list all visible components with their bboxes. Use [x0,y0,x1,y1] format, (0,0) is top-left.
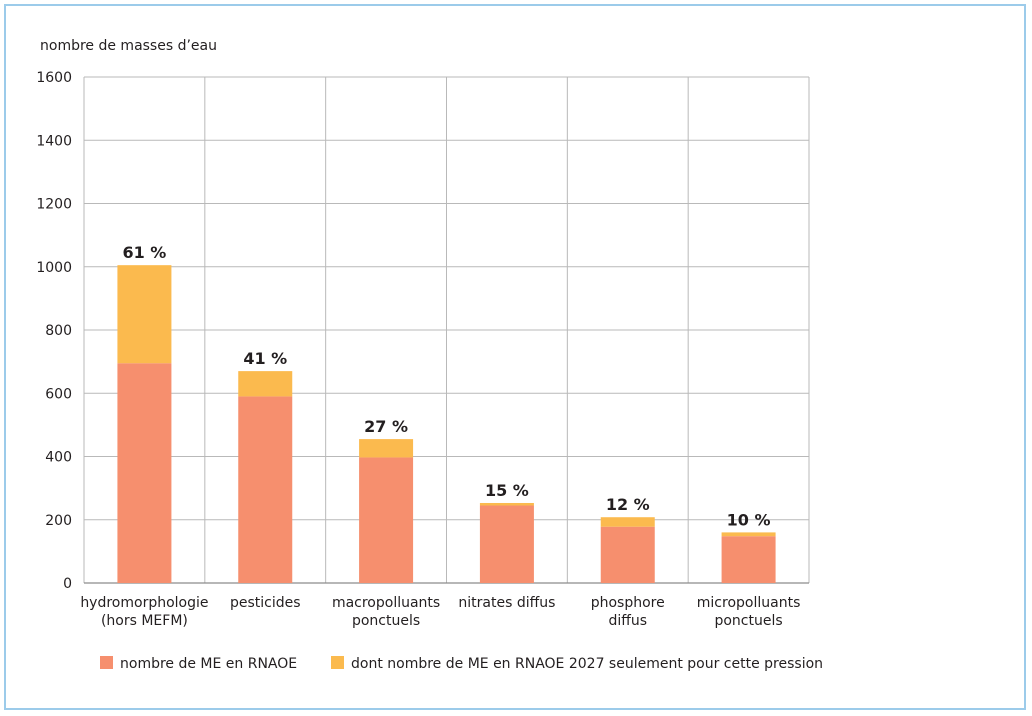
percent-label: 61 % [122,243,166,262]
bar-rnaoe-2027-only [117,265,172,364]
percent-label: 27 % [364,417,408,436]
percent-label: 12 % [606,495,650,514]
category-label: nitrates diffus [458,595,555,611]
category-label: macropolluants [332,595,440,611]
bar-rnaoe [359,457,414,583]
bar-rnaoe [721,536,776,583]
category-label: ponctuels [352,613,420,629]
bar-rnaoe [117,363,172,583]
category-label: diffus [608,613,647,629]
bar-rnaoe [479,505,534,583]
legend-swatch [100,656,113,669]
bar-rnaoe [600,526,655,583]
category-label: phosphore [591,595,665,611]
legend-label: dont nombre de ME en RNAOE 2027 seulemen… [351,656,823,672]
y-tick-label: 1200 [36,197,72,213]
category-label: (hors MEFM) [101,613,188,629]
y-tick-label: 1400 [36,133,72,149]
category-label: micropolluants [697,595,801,611]
legend: nombre de ME en RNAOE dont nombre de ME e… [100,656,823,672]
y-axis-title: nombre de masses d’eau [40,38,217,54]
y-tick-label: 0 [63,576,72,592]
percent-labels: 61 % 41 % 27 % 15 % 12 % 10 % [122,243,770,529]
y-tick-labels: 0 200 400 600 800 1000 1200 1400 1600 [36,70,72,592]
category-labels: hydromorphologie (hors MEFM) pesticides mac… [80,595,800,629]
category-label: pesticides [230,595,301,611]
chart-frame [4,4,1026,710]
bar-rnaoe-2027-only [600,517,655,527]
legend-swatch [331,656,344,669]
y-tick-label: 400 [45,450,72,466]
percent-label: 10 % [727,510,771,529]
bar-rnaoe-2027-only [721,532,776,537]
category-label: ponctuels [714,613,782,629]
percent-label: 15 % [485,481,529,500]
y-tick-label: 200 [45,513,72,529]
percent-label: 41 % [243,349,287,368]
y-tick-label: 1000 [36,260,72,276]
bar-rnaoe-2027-only [238,371,293,397]
legend-label: nombre de ME en RNAOE [120,656,297,672]
y-tick-label: 1600 [36,70,72,86]
bars [117,265,776,583]
y-tick-label: 800 [45,323,72,339]
bar-rnaoe-2027-only [359,439,414,458]
bar-rnaoe-2027-only [479,502,534,506]
bar-rnaoe [238,396,293,583]
category-label: hydromorphologie [80,595,208,611]
gridlines [83,76,810,584]
y-tick-label: 600 [45,386,72,402]
